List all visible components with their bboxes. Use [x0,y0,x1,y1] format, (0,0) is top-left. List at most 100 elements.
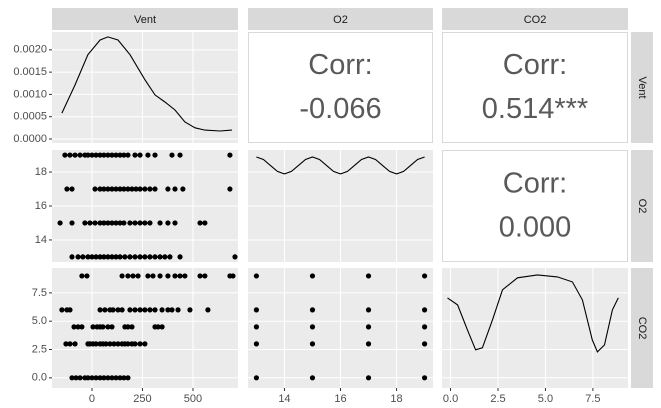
scatter-point [182,273,188,279]
scatter-point [132,307,138,313]
corr-panel [442,32,628,143]
scatter-point [132,220,138,226]
scatter-point [105,152,111,158]
scatter-point [101,254,107,260]
scatter-point [115,341,121,347]
scatter-point [152,307,158,313]
y-tick-label: 0.0015 [13,66,47,78]
scatter-point [142,341,148,347]
scatter-point [365,307,372,313]
scatter-point [107,341,113,347]
scatter-point [180,186,186,192]
scatter-point [142,254,148,260]
scatter-point [165,220,171,226]
scatter-point [105,220,111,226]
strip-top [442,8,628,30]
corr-text: -0.066 [299,93,381,125]
strip-label: O2 [333,14,348,26]
scatter-point [73,375,79,381]
scatter-point [113,186,119,192]
scatter-point [90,324,96,330]
strip-top [248,8,433,30]
scatter-point [121,220,127,226]
scatter-point [79,273,85,279]
scatter-point [113,220,119,226]
scatter-point [63,341,69,347]
scatter-point [365,375,372,381]
scatter-point [97,186,103,192]
scatter-point [309,324,316,330]
scatter-point [159,307,165,313]
scatter-point [105,254,111,260]
y-tick-label: 0.0005 [13,111,47,123]
scatter-point [365,341,372,347]
scatter-point [67,152,73,158]
scatter-point [127,220,133,226]
scatter-point [113,254,119,260]
scatter-point [125,273,131,279]
panel-background [52,32,238,143]
strip-label: CO2 [636,317,648,340]
scatter-point [117,375,123,381]
scatter-point [133,186,139,192]
scatter-point [227,152,233,158]
scatter-point [127,307,133,313]
corr-text: Corr: [503,49,567,81]
scatter-point [177,152,183,158]
scatter-point [89,254,95,260]
scatter-point [93,341,99,347]
scatter-point [137,186,143,192]
scatter-point [101,375,107,381]
density-line [61,36,232,132]
scatter-point [111,341,117,347]
scatter-point [109,220,115,226]
scatter-point [102,307,108,313]
scatter-point [59,307,65,313]
scatter-point [84,273,90,279]
strip-top [52,8,238,30]
scatter-point [85,375,91,381]
scatter-point [152,254,158,260]
scatter-point [309,341,316,347]
scatter-point [167,254,173,260]
scatter-point [421,307,428,313]
scatter-point [137,307,143,313]
x-tick-label: 500 [184,393,202,405]
scatter-point [105,186,111,192]
scatter-point [165,273,171,279]
y-tick-label: 18 [35,166,47,178]
scatter-point [253,273,260,279]
scatter-point [169,307,175,313]
scatter-point [165,186,171,192]
scatter-point [187,307,193,313]
scatter-point [93,375,99,381]
scatter-point [109,152,115,158]
scatter-point [103,341,109,347]
scatter-point [365,273,372,279]
scatter-point [75,254,81,260]
y-tick-label: 14 [35,234,47,246]
scatter-point [125,341,131,347]
scatter-point [309,307,316,313]
scatter-point [253,324,260,330]
scatter-point [177,254,183,260]
scatter-point [67,341,73,347]
scatter-point [109,186,115,192]
scatter-point [202,220,208,226]
scatter-point [147,307,153,313]
scatter-point [87,220,93,226]
scatter-point [105,324,111,330]
scatter-point [177,273,183,279]
scatter-point [253,341,260,347]
scatter-point [157,254,163,260]
scatter-point [157,273,163,279]
x-tick-label: 250 [133,393,151,405]
scatter-point [175,307,181,313]
scatter-point [365,324,372,330]
scatter-point [147,220,153,226]
scatter-point [80,254,86,260]
scatter-point [92,220,98,226]
scatter-point [109,254,115,260]
scatter-point [202,273,208,279]
